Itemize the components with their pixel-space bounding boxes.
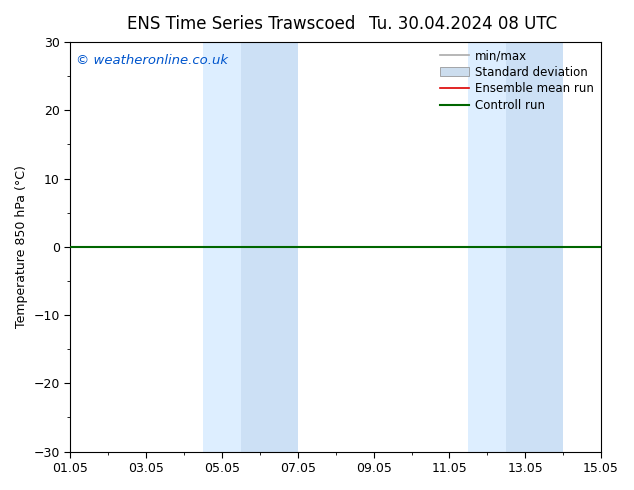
Text: Tu. 30.04.2024 08 UTC: Tu. 30.04.2024 08 UTC (369, 15, 557, 33)
Text: © weatheronline.co.uk: © weatheronline.co.uk (75, 54, 228, 67)
Bar (203, 42, 241, 452)
Text: ENS Time Series Trawscoed: ENS Time Series Trawscoed (127, 15, 355, 33)
Y-axis label: Temperature 850 hPa (°C): Temperature 850 hPa (°C) (15, 166, 28, 328)
Legend: min/max, Standard deviation, Ensemble mean run, Controll run: min/max, Standard deviation, Ensemble me… (435, 45, 598, 117)
Bar (469, 42, 507, 452)
Bar (241, 42, 298, 452)
Bar (507, 42, 563, 452)
